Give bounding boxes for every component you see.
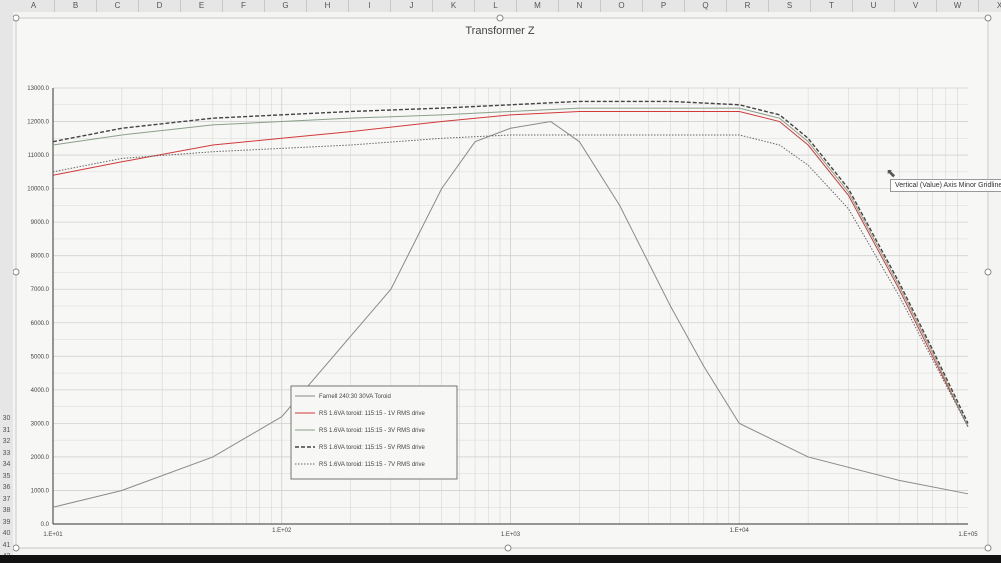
column-header-p[interactable]: P: [643, 0, 685, 12]
row-header-bar: 30313233343536373839404142: [0, 12, 13, 563]
legend-label: Farnell 240:30 30VA Toroid: [319, 394, 391, 400]
column-header-r[interactable]: R: [727, 0, 769, 12]
row-header-41[interactable]: 41: [2, 541, 11, 549]
column-header-i[interactable]: I: [349, 0, 391, 12]
chart-area[interactable]: Transformer Z 0.0 1000.0 2000.0 3000.0 4000.…: [13, 12, 1001, 563]
row-header-39[interactable]: 39: [2, 518, 11, 526]
series-line-2: [52, 110, 969, 427]
row-header-33[interactable]: 33: [2, 449, 11, 457]
row-header-38[interactable]: 38: [2, 507, 11, 514]
chart-frame[interactable]: [15, 17, 989, 549]
taskbar: [0, 555, 1001, 563]
tooltip: Vertical (Value) Axis Minor Gridlines: [890, 179, 1001, 192]
mouse-pointer-icon: ⬉: [886, 166, 897, 180]
x-tick-label: 1.E+02: [272, 528, 292, 534]
column-header-k[interactable]: K: [433, 0, 475, 12]
y-tick-label: 2000.0: [31, 455, 50, 461]
resize-handle[interactable]: [984, 268, 992, 276]
column-header-n[interactable]: N: [559, 0, 601, 12]
x-tick-label: 1.E+05: [958, 532, 978, 538]
resize-handle[interactable]: [13, 14, 20, 22]
column-header-u[interactable]: U: [853, 0, 895, 12]
column-header-x[interactable]: X: [979, 0, 1001, 12]
y-tick-label: 4000.0: [31, 388, 50, 394]
column-header-g[interactable]: G: [265, 0, 307, 12]
column-header-e[interactable]: E: [181, 0, 223, 12]
column-header-c[interactable]: C: [97, 0, 139, 12]
column-header-m[interactable]: M: [517, 0, 559, 12]
legend[interactable]: Farnell 240:30 30VA Toroid RS 1.6VA toroi…: [290, 385, 458, 480]
row-header-34[interactable]: 34: [2, 461, 11, 468]
column-header-t[interactable]: T: [811, 0, 853, 12]
row-header-32[interactable]: 32: [2, 438, 11, 445]
legend-box: [290, 385, 458, 480]
y-tick-label: 11000.0: [28, 153, 50, 159]
x-tick-label: 1.E+01: [43, 532, 63, 538]
column-header-s[interactable]: S: [769, 0, 811, 12]
resize-handle[interactable]: [504, 544, 512, 552]
column-header-d[interactable]: D: [139, 0, 181, 12]
y-tick-label: 6000.0: [31, 321, 50, 327]
resize-handle[interactable]: [984, 14, 992, 22]
x-tick-label: 1.E+03: [501, 532, 521, 538]
column-header-a[interactable]: A: [13, 0, 55, 12]
resize-handle[interactable]: [13, 268, 20, 276]
column-header-h[interactable]: H: [307, 0, 349, 12]
series-line-3: [52, 107, 969, 427]
row-header-30[interactable]: 30: [2, 415, 11, 422]
column-header-v[interactable]: V: [895, 0, 937, 12]
worksheet-area[interactable]: Transformer Z 0.0 1000.0 2000.0 3000.0 4000.…: [13, 12, 1001, 563]
y-tick-label: 12000.0: [27, 120, 49, 126]
y-tick-label: 10000.0: [27, 187, 49, 193]
x-tick-label: 1.E+04: [730, 528, 750, 534]
axes[interactable]: 0.0 1000.0 2000.0 3000.0 4000.0 5000.0 6000.0 7…: [27, 86, 978, 538]
row-header-31[interactable]: 31: [2, 426, 11, 434]
chart-title[interactable]: Transformer Z: [465, 25, 535, 37]
y-tick-label: 3000.0: [31, 421, 50, 427]
column-header-q[interactable]: Q: [685, 0, 727, 12]
series-line-5: [52, 134, 969, 427]
row-header-37[interactable]: 37: [2, 495, 11, 503]
y-tick-label: 1000.0: [31, 488, 50, 494]
column-header-j[interactable]: J: [391, 0, 433, 12]
resize-handle[interactable]: [13, 544, 20, 552]
resize-handle[interactable]: [496, 14, 504, 22]
series-line-1: [52, 121, 969, 508]
column-header-w[interactable]: W: [937, 0, 979, 12]
column-header-f[interactable]: F: [223, 0, 265, 12]
resize-handle[interactable]: [984, 544, 992, 552]
gridlines[interactable]: [52, 87, 968, 525]
series-line-4: [52, 100, 969, 424]
row-header-36[interactable]: 36: [2, 484, 11, 491]
row-header-40[interactable]: 40: [2, 530, 11, 537]
y-tick-label: 0.0: [41, 522, 50, 528]
legend-label: RS 1.6VA toroid: 115:15 - 7V RMS drive: [319, 462, 425, 468]
legend-label: RS 1.6VA toroid: 115:15 - 1V RMS drive: [319, 411, 425, 417]
y-tick-label: 8000.0: [31, 254, 50, 260]
y-tick-label: 9000.0: [31, 220, 50, 226]
y-tick-label: 7000.0: [31, 287, 50, 293]
series-lines[interactable]: [52, 100, 969, 508]
row-header-35[interactable]: 35: [2, 472, 11, 480]
column-header-o[interactable]: O: [601, 0, 643, 12]
column-header-l[interactable]: L: [475, 0, 517, 12]
y-tick-label: 13000.0: [27, 86, 49, 92]
legend-label: RS 1.6VA toroid: 115:15 - 5V RMS drive: [319, 445, 425, 451]
y-tick-label: 5000.0: [31, 354, 50, 360]
selection-handles[interactable]: [13, 14, 992, 552]
legend-label: RS 1.6VA toroid: 115:15 - 3V RMS drive: [319, 428, 425, 434]
column-header-b[interactable]: B: [55, 0, 97, 12]
